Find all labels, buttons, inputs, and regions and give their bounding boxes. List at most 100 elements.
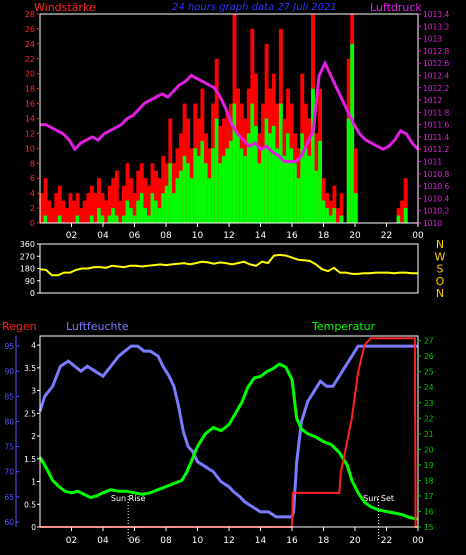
y-tick-label: 17: [424, 492, 434, 501]
gust-bar: [132, 193, 137, 223]
speed-bar: [211, 148, 216, 223]
wind-x-ticks: 02 04 06 08 10 12 14 16 18 20 22 00: [66, 223, 424, 241]
gust-bar: [75, 193, 80, 223]
speed-bar: [186, 163, 191, 223]
y-tick-label: 0: [30, 219, 35, 228]
sun-marker-label: Sun Set: [363, 494, 394, 503]
chart-title: 24 hours graph data 27 Juli 2021: [172, 2, 337, 13]
humidity-line: [38, 344, 418, 519]
pressure-axis-label: Luftdruck: [370, 1, 422, 14]
gust-bar: [118, 200, 123, 223]
gust-bar: [122, 185, 126, 223]
speed-bar: [286, 133, 290, 223]
speed-bar: [221, 155, 226, 223]
gust-bar: [72, 200, 76, 223]
speed-bar: [346, 118, 351, 223]
y-tick-label: 1012: [423, 96, 442, 105]
speed-bar: [236, 133, 240, 223]
y-tick-label: 90: [25, 277, 35, 286]
y-tick-label: 65: [4, 493, 14, 502]
x-tick-label: 10: [192, 231, 204, 241]
y-tick-label: 22: [25, 55, 35, 64]
y-tick-label: 3: [31, 387, 36, 396]
speed-bar: [189, 178, 194, 223]
x-tick-label: 12: [223, 536, 234, 546]
y-tick-label: 1011.6: [423, 121, 449, 130]
speed-bar: [171, 193, 176, 223]
speed-bar: [204, 163, 208, 223]
gust-bar: [89, 185, 94, 223]
x-tick-label: 04: [97, 231, 109, 241]
y-tick-label: 1013: [423, 35, 442, 44]
y-tick-label: 19: [424, 461, 434, 470]
y-tick-label: 18: [25, 85, 35, 94]
direction-line: [39, 253, 418, 277]
x-tick-label: 08: [160, 536, 172, 546]
speed-bar: [229, 140, 233, 223]
y-tick-label: 1012.8: [423, 47, 449, 56]
speed-bar: [89, 215, 94, 223]
speed-bar: [193, 148, 198, 223]
y-tick-label: 10: [25, 144, 35, 153]
gust-bar: [47, 200, 51, 223]
gust-bar: [335, 208, 340, 223]
gust-bar: [61, 200, 66, 223]
speed-bar: [154, 200, 158, 223]
speed-bar: [196, 155, 201, 223]
y-tick-label: 1010.4: [423, 194, 449, 203]
x-tick-label: 06: [129, 231, 141, 241]
y-tick-label: 14: [25, 115, 35, 124]
speed-bar: [332, 208, 337, 223]
speed-bar: [175, 178, 180, 223]
bottom-x-ticks: 02 04 06 08 10 12 14 16 18 20 22 00: [66, 527, 424, 546]
pressure-y-right-ticks: 1010 1010.2 1010.4 1010.6 1010.8 1011 1011.2 10…: [418, 10, 449, 228]
speed-bar: [150, 193, 155, 223]
x-tick-label: 16: [286, 536, 298, 546]
speed-bar: [350, 43, 355, 223]
speed-bar: [225, 148, 230, 223]
humidity-y-ticks: 60 65 70 75 80 85 90 95: [4, 336, 19, 527]
y-tick-label: 0: [31, 523, 36, 532]
x-tick-label: 00: [412, 231, 424, 241]
gust-bar: [353, 148, 358, 223]
y-tick-label: 1013.2: [423, 22, 449, 31]
y-tick-label: 0.5: [24, 500, 36, 509]
speed-bar: [179, 170, 183, 223]
speed-bar: [328, 215, 333, 223]
compass-label: N: [436, 238, 444, 251]
pressure-line: [40, 59, 420, 163]
speed-bar: [43, 215, 48, 223]
speed-bar: [282, 155, 287, 223]
speed-bar: [122, 215, 126, 223]
y-tick-label: 0: [30, 289, 35, 298]
speed-bar: [143, 208, 148, 223]
speed-bar: [253, 125, 258, 223]
speed-bar: [239, 148, 244, 223]
gust-bar: [100, 193, 105, 223]
wind-pressure-chart: 02 04 06 08 10 12 14 16 18 20 22 00 024681012141618…: [25, 1, 450, 241]
y-tick-label: 180: [20, 265, 35, 274]
gust-bar: [396, 208, 401, 223]
speed-bar: [136, 200, 141, 223]
speed-bar: [257, 163, 262, 223]
speed-bar: [157, 208, 162, 223]
speed-bar: [139, 193, 144, 223]
y-tick-label: 360: [20, 240, 35, 249]
gust-bar: [161, 155, 166, 223]
y-tick-label: 18: [424, 476, 434, 485]
y-tick-label: 85: [4, 392, 14, 401]
gust-bar: [157, 178, 162, 223]
y-tick-label: 60: [4, 518, 14, 527]
y-tick-label: 24: [25, 40, 35, 49]
speed-bar: [246, 133, 251, 223]
x-tick-label: 04: [97, 536, 109, 546]
y-tick-label: 16: [25, 100, 35, 109]
gust-bar: [111, 178, 116, 223]
y-tick-label: 4: [31, 341, 36, 350]
x-tick-label: 14: [255, 231, 267, 241]
speed-bar: [318, 140, 323, 223]
x-tick-label: 02: [66, 536, 77, 546]
gust-bar: [68, 193, 73, 223]
gust-bar: [143, 178, 148, 223]
